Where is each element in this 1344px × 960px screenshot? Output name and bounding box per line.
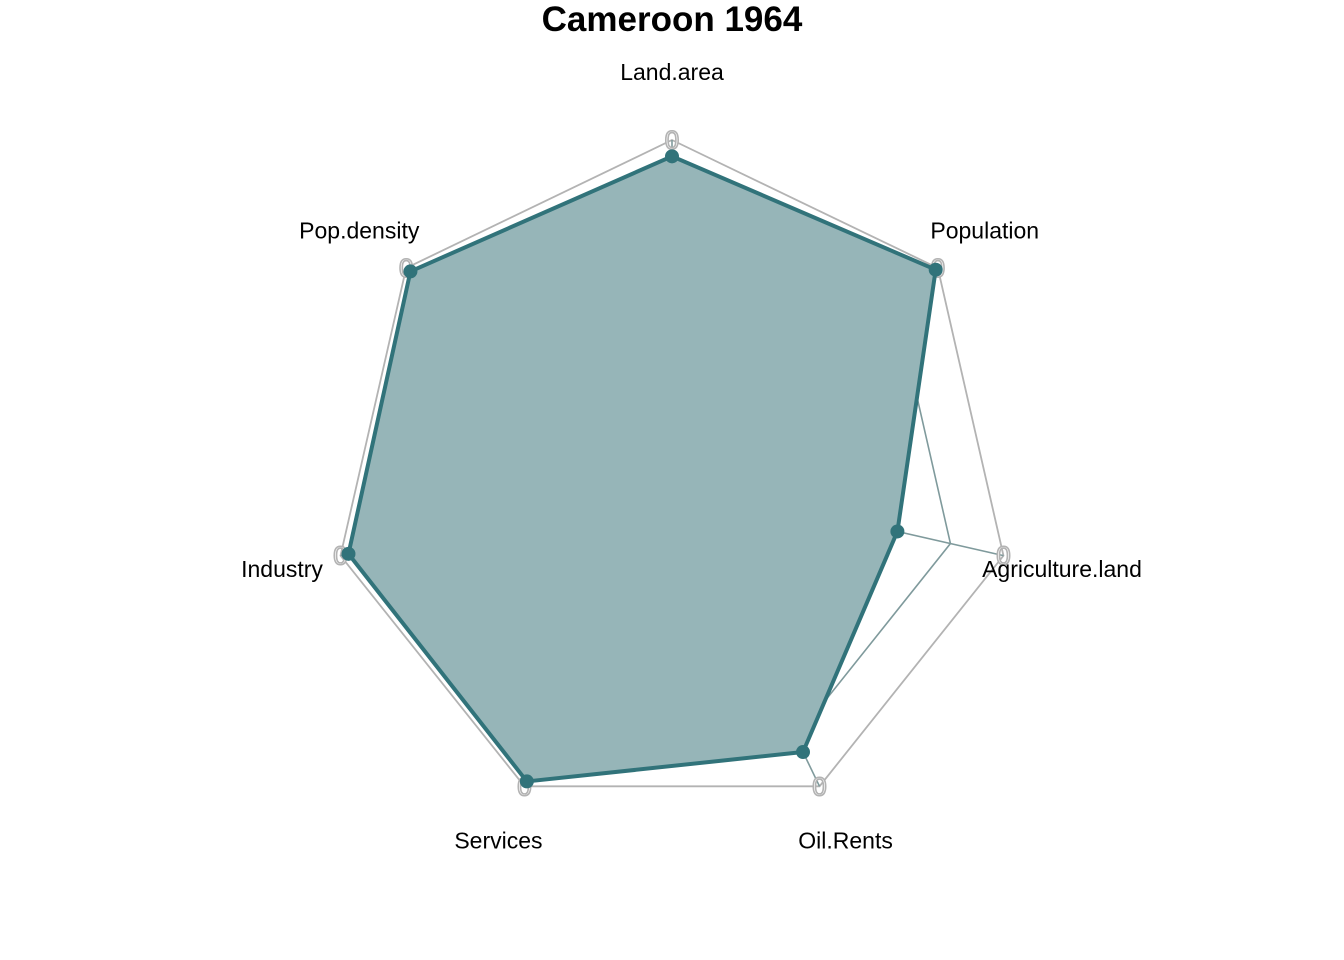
axis-max-label: 0 — [665, 125, 679, 155]
axis-label-industry: Industry — [241, 556, 323, 582]
axis-label-land-area: Land.area — [620, 59, 724, 85]
radar-labels: Land.area Population Agriculture.land Oil.R… — [241, 59, 1142, 853]
axis-label-services: Services — [454, 827, 542, 853]
axis-label-pop-density: Pop.density — [299, 218, 420, 244]
axis-label-population: Population — [930, 218, 1039, 244]
series-point — [403, 264, 418, 279]
series-point — [928, 262, 943, 277]
series-point — [665, 149, 679, 164]
series-area — [348, 156, 936, 782]
series-line — [346, 154, 938, 784]
axis-max-label: 0 — [812, 771, 826, 801]
series-point — [795, 745, 810, 760]
series-point — [519, 774, 534, 789]
series-point — [890, 524, 905, 539]
axis-max-label: 0 — [333, 541, 347, 571]
axis-max-label: 0 — [996, 541, 1010, 571]
axis-label-oil-rents: Oil.Rents — [798, 827, 893, 853]
grid-outer-ring — [339, 139, 1005, 788]
series-point — [341, 546, 356, 561]
axis-label-agriculture-land: Agriculture.land — [982, 556, 1142, 582]
radar-series-layer — [341, 149, 943, 789]
chart-title: Cameroon 1964 — [541, 0, 803, 39]
